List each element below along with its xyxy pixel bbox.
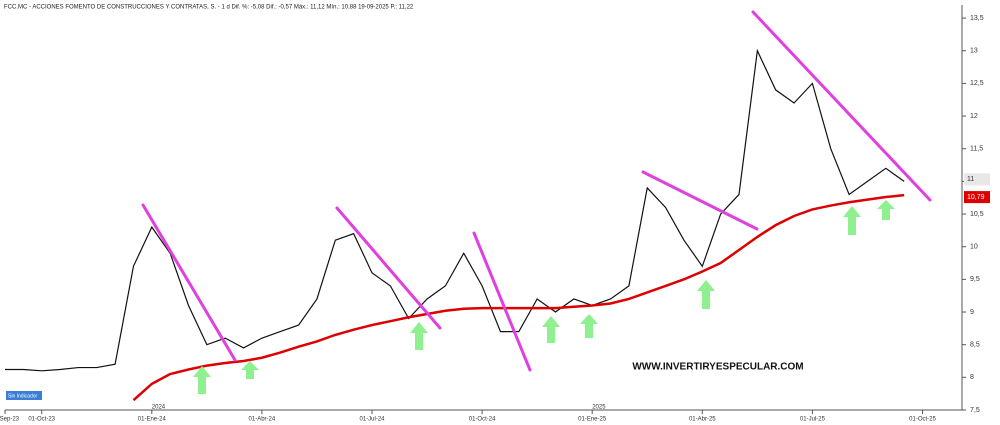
arrow bbox=[193, 366, 211, 394]
x-tick-label: 01-Sep-23 bbox=[0, 417, 20, 423]
last-value-label: 10,79 bbox=[967, 194, 985, 201]
chart-title: FCC.MC - ACCIONES FOMENTO DE CONSTRUCCIO… bbox=[4, 5, 414, 11]
y-tick-label: 13 bbox=[970, 48, 978, 55]
indicator-box bbox=[6, 391, 42, 400]
x-tick-label: 01-Ene-24 bbox=[138, 417, 167, 423]
x-tick-label: 01-Abr-25 bbox=[689, 417, 716, 423]
x-tick-label: 01-Jul-25 bbox=[800, 417, 826, 423]
arrow bbox=[877, 200, 895, 220]
arrows bbox=[193, 200, 895, 394]
year-label: 2025 bbox=[592, 405, 606, 411]
x-tick-label: 01-Ene-25 bbox=[578, 417, 607, 423]
y-tick-label: 13,5 bbox=[970, 15, 984, 22]
arrow bbox=[843, 206, 861, 235]
y-tick-label: 8 bbox=[970, 374, 974, 381]
arrow bbox=[580, 314, 598, 338]
watermark: WWW.INVERTIRYESPECULAR.COM bbox=[632, 362, 803, 373]
last-value-label: 11 bbox=[967, 176, 974, 183]
last-value-box bbox=[964, 191, 990, 204]
year-label: 2024 bbox=[152, 405, 166, 411]
y-tick-label: 12,5 bbox=[970, 80, 984, 87]
x-tick-label: 01-Oct-24 bbox=[469, 417, 496, 423]
y-tick-label: 12 bbox=[970, 113, 978, 120]
y-tick-label: 9 bbox=[970, 309, 974, 316]
x-tick-label: 01-Jul-24 bbox=[359, 417, 385, 423]
arrow bbox=[241, 361, 259, 379]
y-tick-label: 10 bbox=[970, 244, 978, 251]
y-tick-label: 11,5 bbox=[970, 146, 983, 153]
trend-line bbox=[751, 10, 932, 202]
arrow bbox=[542, 316, 560, 343]
trend-lines bbox=[141, 10, 932, 372]
trend-line bbox=[335, 206, 442, 330]
x-tick-label: 01-Oct-23 bbox=[28, 417, 55, 423]
trend-line bbox=[641, 170, 759, 231]
x-tick-label: 01-Oct-25 bbox=[909, 417, 936, 423]
y-tick-label: 10,5 bbox=[970, 211, 984, 218]
series-line bbox=[5, 48, 905, 372]
last-value-box bbox=[964, 173, 990, 186]
series-line bbox=[132, 193, 905, 402]
y-tick-label: 7,5 bbox=[970, 407, 980, 414]
y-tick-label: 8,5 bbox=[970, 342, 980, 349]
arrow bbox=[410, 322, 428, 350]
indicator-label: Sin Indicador bbox=[8, 393, 38, 399]
y-tick-label: 9,5 bbox=[970, 276, 980, 283]
x-tick-label: 01-Abr-24 bbox=[249, 417, 276, 423]
trend-line bbox=[141, 203, 237, 362]
trend-line bbox=[472, 231, 532, 372]
arrow bbox=[697, 280, 715, 309]
